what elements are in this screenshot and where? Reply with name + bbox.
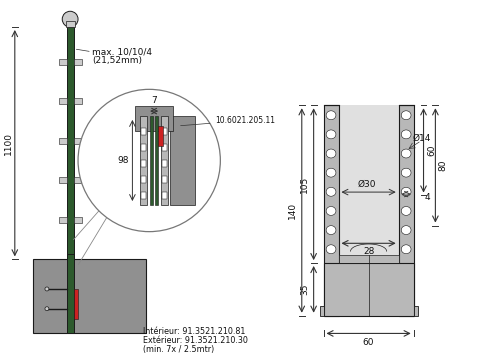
- Bar: [162, 192, 167, 199]
- Ellipse shape: [402, 130, 411, 139]
- Bar: [59, 138, 66, 144]
- Bar: [140, 116, 147, 205]
- Bar: [150, 116, 153, 205]
- Bar: [74, 138, 82, 144]
- Bar: [66, 21, 74, 27]
- Bar: [155, 116, 158, 205]
- Bar: [158, 126, 163, 146]
- Text: Intérieur: 91.3521.210.81: Intérieur: 91.3521.210.81: [144, 327, 246, 336]
- Bar: [142, 192, 146, 199]
- Ellipse shape: [326, 149, 336, 158]
- Text: 10.6021.205.11: 10.6021.205.11: [180, 116, 276, 126]
- Ellipse shape: [402, 245, 411, 254]
- Circle shape: [62, 11, 78, 27]
- Ellipse shape: [326, 226, 336, 235]
- Bar: [59, 217, 66, 223]
- Ellipse shape: [326, 130, 336, 139]
- Ellipse shape: [326, 245, 336, 254]
- Circle shape: [45, 307, 49, 311]
- Bar: [162, 176, 167, 183]
- Text: 4: 4: [424, 193, 430, 201]
- Circle shape: [45, 287, 49, 291]
- Ellipse shape: [402, 226, 411, 235]
- Bar: [142, 144, 146, 151]
- Text: 60: 60: [427, 145, 436, 156]
- Text: 35: 35: [300, 284, 309, 295]
- Bar: [142, 160, 146, 167]
- Bar: [162, 160, 167, 167]
- Text: 80: 80: [439, 160, 448, 171]
- Bar: [170, 116, 194, 205]
- Ellipse shape: [326, 111, 336, 120]
- Bar: [66, 255, 73, 334]
- Text: 98: 98: [118, 156, 130, 165]
- Bar: [74, 177, 82, 183]
- Ellipse shape: [402, 168, 411, 177]
- Text: 140: 140: [288, 202, 298, 219]
- Text: max. 10/10/4: max. 10/10/4: [92, 47, 152, 56]
- Bar: [142, 176, 146, 183]
- Ellipse shape: [326, 168, 336, 177]
- Bar: [74, 59, 82, 65]
- Ellipse shape: [326, 187, 336, 196]
- Text: Ø30: Ø30: [358, 180, 376, 189]
- Text: 60: 60: [363, 338, 374, 347]
- Circle shape: [78, 89, 221, 232]
- Bar: [162, 144, 167, 151]
- Bar: [338, 105, 398, 255]
- Bar: [142, 128, 146, 135]
- Bar: [59, 98, 66, 104]
- Bar: [74, 289, 78, 319]
- Bar: [74, 98, 82, 104]
- Text: Ø14: Ø14: [412, 134, 430, 143]
- Text: 28: 28: [363, 247, 374, 256]
- Ellipse shape: [402, 187, 411, 196]
- Text: Extérieur: 91.3521.210.30: Extérieur: 91.3521.210.30: [144, 336, 248, 345]
- Bar: [398, 105, 413, 316]
- Text: 1100: 1100: [4, 132, 14, 155]
- Ellipse shape: [402, 111, 411, 120]
- Text: 7: 7: [152, 96, 157, 105]
- Bar: [324, 105, 338, 316]
- Bar: [59, 177, 66, 183]
- Bar: [161, 116, 168, 205]
- Ellipse shape: [326, 206, 336, 215]
- Bar: [162, 128, 167, 135]
- Bar: [338, 255, 398, 263]
- Text: 105: 105: [300, 176, 309, 193]
- Bar: [324, 263, 414, 316]
- Ellipse shape: [402, 149, 411, 158]
- Bar: [32, 259, 146, 334]
- Bar: [136, 106, 173, 131]
- Bar: [74, 217, 82, 223]
- Text: (min. 7x / 2.5mtr): (min. 7x / 2.5mtr): [144, 345, 214, 354]
- Bar: [59, 59, 66, 65]
- Bar: [320, 306, 324, 316]
- Bar: [66, 27, 73, 259]
- Ellipse shape: [402, 206, 411, 215]
- Bar: [414, 306, 418, 316]
- Text: (21,52mm): (21,52mm): [92, 56, 142, 65]
